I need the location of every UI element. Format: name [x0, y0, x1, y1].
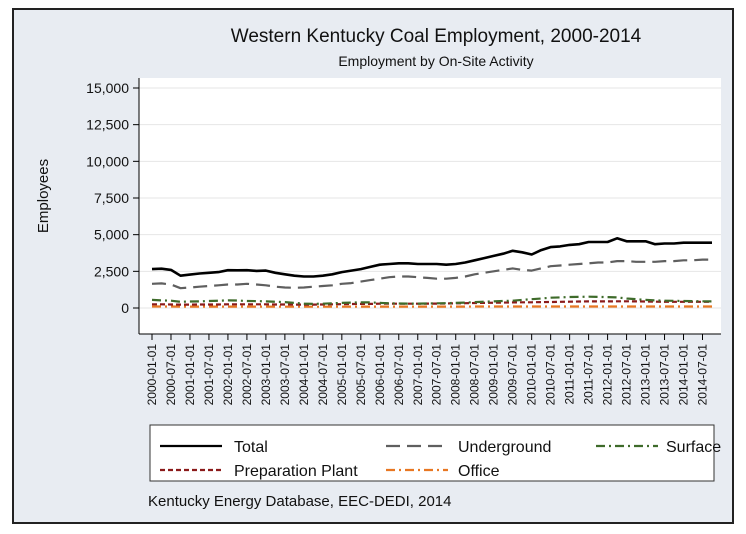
x-tick-label: 2007-07-01	[430, 344, 444, 406]
x-tick-label: 2012-07-01	[620, 344, 634, 406]
series-line-total	[151, 237, 712, 278]
x-tick-label: 2014-07-01	[696, 344, 710, 406]
legend-label-surface: Surface	[666, 439, 721, 456]
x-tick-label: 2000-01-01	[145, 344, 159, 406]
x-tick-label: 2005-07-01	[354, 344, 368, 406]
x-axis: 2000-01-01 2000-07-01 2001-01-01 2001-07-01…	[139, 333, 721, 406]
plot-area	[139, 78, 721, 334]
x-tick-label: 2006-07-01	[392, 344, 406, 406]
x-tick-label: 2008-07-01	[468, 344, 482, 406]
x-tick-label: 2012-01-01	[601, 344, 615, 406]
x-tick-label: 2007-01-01	[411, 344, 425, 406]
y-tick-label: 7,500	[94, 190, 129, 206]
x-tick-label: 2013-07-01	[658, 344, 672, 406]
x-tick-label: 2008-01-01	[449, 344, 463, 406]
y-tick-label: 5,000	[94, 227, 129, 243]
y-tick-label: 10,000	[86, 153, 129, 169]
series-lines	[151, 237, 713, 308]
x-tick-label: 2003-07-01	[278, 344, 292, 406]
source-note: Kentucky Energy Database, EEC-DEDI, 2014	[148, 493, 452, 510]
chart-frame: Western Kentucky Coal Employment, 2000-2…	[12, 8, 734, 524]
x-tick-label: 2002-07-01	[240, 344, 254, 406]
x-tick-label: 2003-01-01	[259, 344, 273, 406]
chart-title: Western Kentucky Coal Employment, 2000-2…	[231, 26, 642, 47]
x-tick-label: 2010-01-01	[525, 344, 539, 406]
y-tick-label: 2,500	[94, 263, 129, 279]
x-tick-label: 2011-07-01	[582, 344, 596, 405]
y-tick-label: 0	[121, 300, 129, 316]
legend-label-office: Office	[458, 463, 500, 480]
x-tick-label: 2004-01-01	[297, 344, 311, 406]
x-tick-label: 2014-01-01	[677, 344, 691, 406]
y-axis-label: Employees	[35, 159, 52, 233]
x-tick-label: 2010-07-01	[544, 344, 558, 406]
chart-subtitle: Employment by On-Site Activity	[338, 53, 533, 69]
x-tick-label: 2001-01-01	[183, 344, 197, 406]
x-tick-label: 2009-01-01	[487, 344, 501, 406]
legend-label-total: Total	[234, 439, 268, 456]
x-tick-label: 2005-01-01	[335, 344, 349, 406]
legend: Total Underground Surface Preparation Plant…	[149, 424, 721, 482]
x-tick-label: 2001-07-01	[202, 344, 216, 406]
x-tick-label: 2006-01-01	[373, 344, 387, 406]
x-tick-label: 2011-01-01	[563, 344, 577, 405]
x-tick-label: 2009-07-01	[506, 344, 520, 406]
legend-label-preparation-plant: Preparation Plant	[234, 463, 358, 480]
x-tick-label: 2013-01-01	[639, 344, 653, 406]
y-tick-label: 15,000	[86, 80, 129, 96]
series-line-surface	[151, 295, 713, 305]
series-line-underground	[151, 258, 712, 290]
y-axis: 0 2,500 5,000 7,500 10,000 12,500 15,000	[86, 78, 140, 334]
legend-box	[149, 424, 715, 482]
x-tick-label: 2000-07-01	[164, 344, 178, 406]
legend-label-underground: Underground	[458, 439, 551, 456]
x-tick-label: 2004-07-01	[316, 344, 330, 406]
chart-canvas: Western Kentucky Coal Employment, 2000-2…	[35, 26, 721, 510]
x-tick-label: 2002-01-01	[221, 344, 235, 406]
y-tick-label: 12,500	[86, 117, 129, 133]
